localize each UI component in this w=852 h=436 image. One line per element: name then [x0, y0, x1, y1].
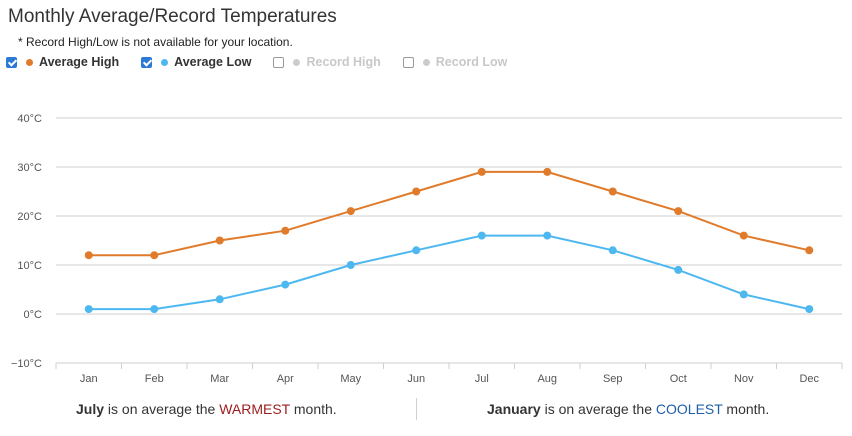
average-high-dot-icon — [26, 58, 33, 66]
chart-title: Monthly Average/Record Temperatures — [8, 6, 337, 27]
average-low-point — [150, 305, 159, 314]
average-low-line — [88, 234, 810, 311]
average-low-dot-icon — [161, 58, 169, 66]
average-high-point — [346, 207, 355, 216]
footer-divider — [416, 398, 417, 420]
average-high-point — [739, 231, 748, 240]
coolest-month: January — [487, 401, 541, 417]
average-low-point — [608, 246, 617, 255]
y-tick-label: −10°C — [11, 358, 42, 370]
x-tick-label: Apr — [277, 373, 294, 385]
y-tick-label: 10°C — [17, 260, 42, 272]
x-tick-label: Dec — [799, 373, 819, 385]
average-high-point — [477, 167, 486, 176]
record-low-checkbox[interactable] — [402, 56, 414, 68]
legend-item-average-low[interactable]: Average Low — [141, 55, 251, 69]
record-high-dot-icon — [293, 58, 301, 66]
record-low-label: Record Low — [435, 55, 508, 69]
average-high-point — [281, 226, 290, 235]
legend-item-record-high[interactable]: Record High — [273, 55, 381, 69]
x-tick-label: Jan — [80, 373, 98, 385]
record-note: * Record High/Low is not available for y… — [18, 35, 293, 49]
average-high-point — [215, 236, 224, 245]
x-tick-label: Oct — [670, 373, 687, 385]
average-low-point — [739, 290, 748, 299]
average-high-line — [88, 170, 810, 257]
legend-item-record-low[interactable]: Record Low — [402, 55, 508, 69]
warmest-summary: July is on average the WARMEST month. — [76, 401, 337, 417]
x-tick-label: May — [340, 373, 361, 385]
average-high-point — [150, 251, 159, 260]
average-high-point — [84, 251, 93, 260]
average-low-point — [674, 265, 683, 274]
average-low-point — [281, 280, 290, 289]
x-tick-label: Mar — [210, 373, 229, 385]
average-low-point — [543, 231, 552, 240]
legend: Average High Average Low Record High Rec… — [6, 53, 529, 71]
warmest-word: WARMEST — [219, 401, 290, 417]
average-high-point — [608, 187, 617, 196]
y-tick-label: 0°C — [24, 309, 43, 321]
average-high-checkbox[interactable] — [6, 56, 17, 68]
average-low-point — [84, 305, 93, 314]
x-tick-label: Feb — [145, 373, 164, 385]
x-tick-label: Sep — [603, 373, 623, 385]
average-low-point — [215, 295, 224, 304]
record-high-checkbox[interactable] — [273, 56, 285, 68]
average-high-point — [805, 246, 814, 255]
average-high-point — [674, 207, 683, 216]
average-low-point — [805, 305, 814, 314]
x-tick-label: Aug — [537, 373, 557, 385]
y-tick-label: 20°C — [17, 211, 42, 223]
average-high-point — [412, 187, 421, 196]
average-low-point — [477, 231, 486, 240]
y-tick-label: 30°C — [17, 162, 42, 174]
legend-item-average-high[interactable]: Average High — [6, 55, 119, 69]
coolest-word: COOLEST — [655, 401, 723, 417]
average-low-checkbox[interactable] — [141, 56, 153, 68]
temperature-chart: 40°C 30°C 20°C 10°C 0°C −10°C Jan Feb Mar Apr May J… — [11, 113, 843, 385]
average-low-point — [412, 246, 421, 255]
average-high-point — [543, 167, 552, 176]
average-high-label: Average High — [39, 55, 120, 69]
record-high-label: Record High — [306, 55, 381, 69]
x-tick-label: Nov — [734, 373, 754, 385]
average-low-point — [346, 261, 355, 269]
x-tick-label: Jun — [407, 373, 425, 385]
average-low-label: Average Low — [174, 55, 252, 69]
warmest-month: July — [76, 401, 105, 417]
x-tick-label: Jul — [475, 373, 489, 385]
coolest-summary: January is on average the COOLEST month. — [487, 401, 770, 417]
y-tick-label: 40°C — [17, 113, 42, 125]
record-low-dot-icon — [422, 58, 430, 66]
